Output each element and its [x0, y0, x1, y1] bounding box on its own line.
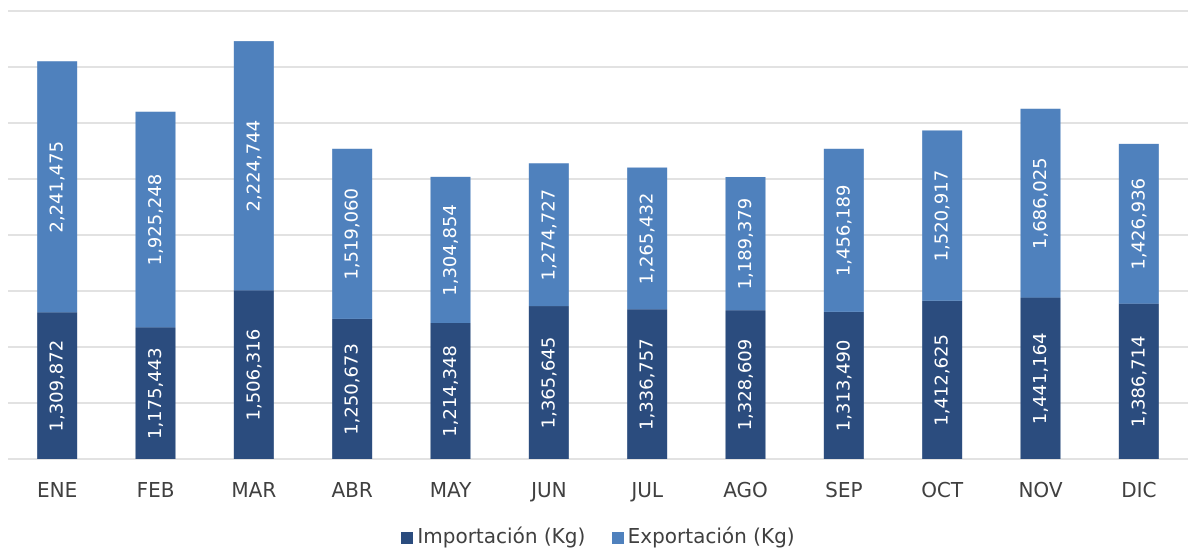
data-label-exportacion-may: 1,304,854	[440, 204, 461, 296]
data-label-exportacion-jul: 1,265,432	[637, 193, 658, 285]
x-tick-label-feb: FEB	[137, 478, 175, 502]
data-label-importacion-jun: 1,365,645	[538, 337, 559, 429]
data-label-exportacion-ene: 2,241,475	[47, 141, 68, 233]
data-label-importacion-may: 1,214,348	[440, 345, 461, 437]
bar-importacion-ene	[37, 312, 78, 459]
legend-label-exportacion: Exportación (Kg)	[627, 524, 795, 548]
legend-item-importacion: Importación (Kg)	[401, 524, 585, 548]
bar-exportacion-ene	[37, 61, 78, 313]
x-tick-label-mar: MAR	[231, 478, 276, 502]
data-label-exportacion-abr: 1,519,060	[342, 188, 363, 280]
legend-swatch-importacion	[401, 531, 414, 544]
data-label-exportacion-oct: 1,520,917	[932, 170, 953, 262]
bar-importacion-mar	[233, 290, 274, 459]
data-label-importacion-nov: 1,441,164	[1030, 332, 1051, 424]
data-label-importacion-sep: 1,313,490	[833, 340, 854, 432]
bar-importacion-oct	[922, 300, 963, 459]
data-label-importacion-jul: 1,336,757	[637, 338, 658, 430]
data-label-importacion-mar: 1,506,316	[243, 329, 264, 421]
data-label-importacion-dic: 1,386,714	[1128, 336, 1149, 428]
bar-exportacion-dic	[1118, 143, 1159, 304]
legend-label-importacion: Importación (Kg)	[417, 524, 586, 548]
x-tick-label-ago: AGO	[723, 478, 768, 502]
data-label-exportacion-nov: 1,686,025	[1030, 157, 1051, 249]
data-label-exportacion-mar: 2,224,744	[243, 120, 264, 212]
bar-exportacion-ago	[725, 176, 766, 311]
data-label-importacion-feb: 1,175,443	[145, 347, 166, 439]
bar-exportacion-abr	[332, 148, 373, 319]
legend-swatch-exportacion	[611, 531, 624, 544]
bar-exportacion-jun	[528, 163, 569, 307]
bar-exportacion-feb	[135, 111, 176, 328]
data-label-exportacion-dic: 1,426,936	[1128, 178, 1149, 270]
bar-exportacion-may	[430, 176, 471, 323]
data-label-exportacion-jun: 1,274,727	[538, 189, 559, 281]
bar-importacion-abr	[332, 318, 373, 459]
data-label-exportacion-sep: 1,456,189	[833, 185, 854, 277]
bar-exportacion-nov	[1020, 108, 1061, 298]
legend: Importación (Kg) Exportación (Kg)	[0, 524, 1196, 548]
bar-importacion-jun	[528, 306, 569, 459]
bar-importacion-may	[430, 322, 471, 459]
data-label-importacion-ene: 1,309,872	[47, 340, 68, 432]
bar-importacion-dic	[1118, 303, 1159, 459]
bar-importacion-feb	[135, 327, 176, 459]
x-tick-label-ene: ENE	[37, 478, 77, 502]
x-tick-label-abr: ABR	[332, 478, 373, 502]
data-label-importacion-ago: 1,328,609	[735, 339, 756, 431]
stacked-bar-chart: 1,309,872 2,241,475 ENE 1,175,443 1,925,248 F…	[8, 10, 1188, 502]
data-label-exportacion-feb: 1,925,248	[145, 174, 166, 266]
bar-importacion-sep	[823, 311, 864, 459]
x-tick-label-jul: JUL	[629, 478, 664, 502]
data-label-exportacion-ago: 1,189,379	[735, 198, 756, 290]
x-tick-label-may: MAY	[430, 478, 472, 502]
x-tick-label-sep: SEP	[825, 478, 862, 502]
bar-exportacion-oct	[922, 130, 963, 301]
x-tick-label-oct: OCT	[921, 478, 964, 502]
bar-importacion-ago	[725, 310, 766, 459]
data-label-importacion-abr: 1,250,673	[342, 343, 363, 435]
bar-exportacion-sep	[823, 148, 864, 312]
x-tick-label-nov: NOV	[1018, 478, 1062, 502]
bar-importacion-jul	[627, 309, 668, 459]
bar-exportacion-jul	[627, 167, 668, 310]
x-tick-label-dic: DIC	[1121, 478, 1156, 502]
bar-exportacion-mar	[233, 41, 274, 291]
bar-importacion-nov	[1020, 297, 1061, 459]
legend-item-exportacion: Exportación (Kg)	[611, 524, 795, 548]
x-tick-label-jun: JUN	[529, 478, 567, 502]
data-label-importacion-oct: 1,412,625	[932, 334, 953, 426]
